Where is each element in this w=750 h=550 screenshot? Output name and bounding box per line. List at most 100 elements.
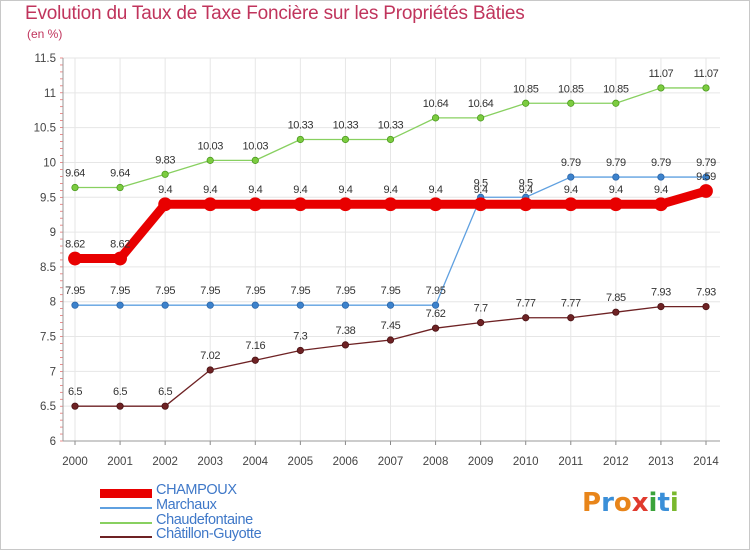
logo-letter: i: [648, 488, 658, 518]
data-label-chatillon-guyotte: 7.02: [200, 350, 220, 362]
point-marchaux: [161, 301, 169, 309]
point-chatillon-guyotte: [206, 366, 214, 374]
x-tick-label: 2003: [197, 456, 223, 468]
x-tick-label: 2008: [423, 456, 449, 468]
data-label-chatillon-guyotte: 6.5: [158, 386, 172, 398]
legend-label: Chaudefontaine: [156, 512, 253, 528]
y-tick-label: 10: [43, 157, 56, 169]
data-label-chaudefontaine: 10.64: [468, 98, 494, 110]
point-marchaux: [206, 301, 214, 309]
data-label-chatillon-guyotte: 6.5: [113, 386, 127, 398]
data-label-marchaux: 9.79: [696, 157, 716, 169]
point-chaudefontaine: [612, 99, 620, 107]
point-marchaux: [702, 173, 710, 181]
data-label-marchaux: 7.95: [381, 285, 401, 297]
point-chatillon-guyotte: [522, 314, 530, 322]
point-chaudefontaine: [71, 183, 79, 192]
point-marchaux: [116, 301, 124, 309]
data-label-chaudefontaine: 10.03: [243, 140, 269, 152]
data-label-champoux: 9.59: [696, 171, 716, 183]
data-label-champoux: 9.4: [429, 184, 443, 196]
logo-letter: o: [613, 488, 632, 518]
x-tick-label: 2000: [62, 456, 88, 468]
x-tick-label: 2011: [558, 456, 583, 468]
point-champoux: [563, 197, 578, 212]
point-chaudefontaine: [116, 183, 124, 192]
data-label-chaudefontaine: 9.64: [65, 168, 85, 180]
chart-subtitle: (en %): [27, 27, 63, 41]
point-chatillon-guyotte: [251, 356, 259, 364]
data-label-chatillon-guyotte: 7.77: [561, 298, 581, 310]
point-chaudefontaine: [431, 114, 440, 122]
data-label-chaudefontaine: 9.64: [110, 168, 130, 180]
point-champoux: [428, 197, 443, 212]
y-tick-label: 11: [44, 88, 56, 100]
legend-label: CHAMPOUX: [156, 482, 237, 498]
data-label-chatillon-guyotte: 7.16: [245, 340, 265, 352]
data-label-marchaux: 7.95: [245, 285, 265, 297]
legend-swatch: [100, 507, 152, 509]
data-label-chaudefontaine: 10.33: [378, 119, 404, 131]
chart-title: Evolution du Taux de Taxe Foncière sur l…: [25, 3, 525, 24]
y-tick-label: 9.5: [40, 192, 56, 204]
point-chaudefontaine: [341, 135, 350, 144]
y-tick-label: 7: [50, 366, 56, 378]
legend-label: Châtillon-Guyotte: [156, 526, 262, 542]
data-label-chatillon-guyotte: 7.3: [293, 330, 307, 342]
point-chaudefontaine: [567, 99, 575, 107]
x-tick-label: 2013: [648, 456, 674, 468]
data-label-chatillon-guyotte: 6.5: [68, 386, 82, 398]
point-chatillon-guyotte: [296, 346, 304, 355]
point-chatillon-guyotte: [477, 319, 485, 327]
point-champoux: [248, 197, 263, 212]
y-tick-label: 8: [50, 297, 56, 309]
point-champoux: [699, 184, 713, 198]
data-label-chatillon-guyotte: 7.93: [651, 287, 671, 299]
x-tick-label: 2007: [378, 456, 404, 468]
point-chaudefontaine: [161, 170, 169, 178]
x-tick-label: 2004: [242, 456, 268, 468]
point-champoux: [68, 251, 82, 266]
point-marchaux: [431, 301, 440, 309]
point-chatillon-guyotte: [612, 308, 620, 316]
point-marchaux: [386, 301, 395, 309]
point-chaudefontaine: [386, 135, 395, 144]
point-chatillon-guyotte: [657, 303, 665, 311]
point-marchaux: [341, 301, 350, 309]
data-label-chatillon-guyotte: 7.77: [516, 298, 536, 310]
y-tick-label: 9: [50, 227, 56, 239]
y-tick-label: 7.5: [40, 332, 56, 344]
data-label-champoux: 9.4: [338, 184, 352, 196]
point-marchaux: [567, 173, 575, 181]
data-label-marchaux: 9.79: [606, 157, 626, 169]
data-label-champoux: 9.4: [248, 184, 262, 196]
x-tick-label: 2005: [288, 456, 314, 468]
data-label-champoux: 9.4: [383, 184, 397, 196]
y-tick-label: 8.5: [40, 262, 56, 274]
data-label-marchaux: 9.5: [519, 177, 533, 189]
data-label-marchaux: 7.95: [110, 285, 130, 297]
point-champoux: [608, 197, 623, 212]
point-marchaux: [71, 301, 79, 309]
legend-label: Marchaux: [156, 497, 217, 513]
y-tick-label: 11.5: [34, 53, 56, 65]
data-label-chaudefontaine: 10.85: [603, 83, 629, 95]
data-label-chaudefontaine: 10.85: [513, 83, 539, 95]
x-tick-label: 2001: [107, 456, 133, 468]
data-label-marchaux: 9.5: [474, 177, 488, 189]
data-label-chaudefontaine: 9.83: [155, 154, 175, 166]
point-chaudefontaine: [657, 84, 665, 92]
data-label-chaudefontaine: 10.33: [333, 119, 359, 131]
point-chaudefontaine: [522, 99, 530, 107]
legend-swatch: [100, 488, 152, 498]
data-label-chatillon-guyotte: 7.93: [696, 287, 716, 299]
data-label-chaudefontaine: 10.33: [288, 119, 314, 131]
data-label-champoux: 9.4: [203, 184, 217, 196]
data-label-chatillon-guyotte: 7.62: [426, 308, 446, 320]
point-chaudefontaine: [206, 156, 214, 164]
data-label-chaudefontaine: 10.03: [197, 140, 223, 152]
x-tick-label: 2009: [468, 456, 494, 468]
x-tick-label: 2006: [333, 456, 359, 468]
x-tick-label: 2010: [513, 456, 539, 468]
